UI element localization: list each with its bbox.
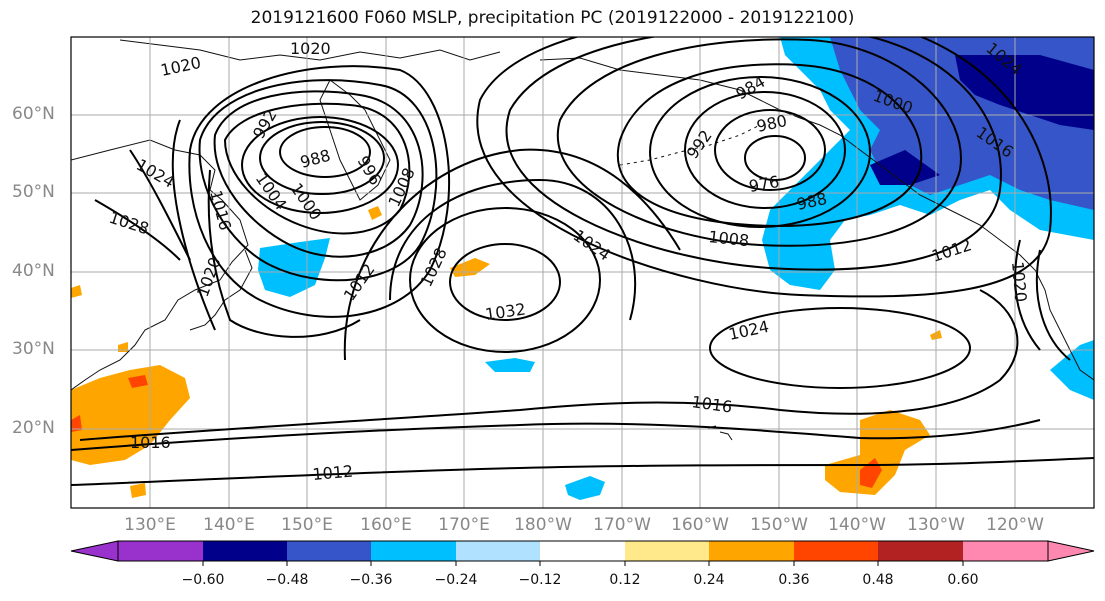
colorbar-segment — [709, 541, 794, 561]
isobar-kam-992 — [259, 121, 385, 195]
isobar-label: 1020 — [1008, 261, 1030, 303]
colorbar — [70, 540, 1095, 566]
isobar-1008 — [198, 79, 438, 282]
colorbar-segment — [794, 541, 878, 561]
isobars — [71, 37, 1094, 486]
colorbar-segment — [878, 541, 963, 561]
isobar-goa-976 — [744, 135, 806, 181]
isobar-label: 1016 — [130, 433, 171, 452]
isobar-high-1032 — [449, 243, 561, 321]
graticule — [71, 37, 1094, 508]
colorbar-segment — [287, 541, 371, 561]
isobar-east-1016 — [1035, 249, 1071, 361]
precip-negative-central — [485, 358, 535, 372]
precip-positive-philippine-core — [71, 375, 148, 432]
colorbar-tick-label: −0.12 — [518, 572, 562, 588]
colorbar-extend-high — [1047, 540, 1095, 562]
isobar-1024-west — [129, 149, 191, 261]
map-title: 2019121600 F060 MSLP, precipitation PC (… — [250, 8, 855, 28]
precip-negative-baja — [1050, 340, 1094, 400]
isobar-goa-1012 — [476, 37, 1052, 298]
coast-japan — [189, 249, 253, 331]
isobar-goa-980 — [714, 109, 826, 191]
isobar-1020-south — [79, 289, 1019, 441]
lon-label: 150°E — [281, 515, 333, 535]
lon-label: 180°W — [514, 515, 572, 535]
isobar-1028-west — [94, 199, 181, 261]
lon-label: 170°E — [438, 515, 490, 535]
lat-label-30n: 30°N — [12, 339, 55, 359]
isobar-kam-988 — [279, 126, 371, 178]
colorbar-tick-label: −0.48 — [265, 572, 309, 588]
lon-label: 160°E — [360, 515, 412, 535]
plot-border — [70, 36, 1095, 509]
lon-label: 140°E — [203, 515, 255, 535]
colorbar-segment — [963, 541, 1048, 561]
colorbar-segment — [625, 541, 709, 561]
lon-label: 170°W — [593, 515, 651, 535]
lon-label: 150°W — [750, 515, 808, 535]
isobar-1012-south — [71, 457, 1094, 486]
isobar-1012 — [188, 65, 451, 318]
precipitation-fill — [71, 37, 1094, 500]
colorbar-segment — [118, 541, 203, 561]
colorbar-tick-label: 0.48 — [862, 572, 894, 588]
lon-label: 140°W — [828, 515, 886, 535]
colorbar-segment — [203, 541, 287, 561]
lon-label: 160°W — [671, 515, 729, 535]
colorbar-tick-label: 0.24 — [693, 572, 725, 588]
colorbar-tick-label: −0.36 — [349, 572, 393, 588]
colorbar-tick-label: 0.36 — [778, 572, 810, 588]
precip-negative-south — [565, 476, 605, 500]
lon-label: 130°E — [124, 515, 176, 535]
colorbar-tick-label: −0.24 — [434, 572, 478, 588]
isobar-subtrop-1024 — [709, 307, 971, 389]
isobar-label: 1012 — [312, 462, 354, 484]
isobar-kam-1004 — [213, 90, 424, 258]
isobar-1016-south — [71, 419, 1041, 451]
isobar-1016-west — [207, 169, 361, 338]
isobar-goa-1008 — [505, 37, 1002, 271]
isobar-kam-996 — [241, 116, 399, 214]
isobar-1020-west — [171, 119, 216, 331]
lon-label: 130°W — [907, 515, 965, 535]
coast-asia — [71, 139, 249, 391]
lat-label-40n: 40°N — [12, 261, 55, 281]
isobar-label: 1008 — [708, 227, 750, 250]
lat-label-20n: 20°N — [12, 418, 55, 438]
precip-positive-hawaii-s — [825, 410, 930, 495]
isobar-east-1020 — [1014, 239, 1041, 351]
isobar-goa-984 — [684, 91, 846, 209]
precip-negative-alaska-dark — [870, 55, 1094, 185]
colorbar-tick-label: 0.60 — [947, 572, 979, 588]
isobar-goa-988 — [649, 76, 871, 228]
isobar-1020-high — [343, 148, 681, 361]
isobar-high-1028 — [409, 207, 601, 353]
isobar-goa-1000 — [556, 38, 962, 247]
colorbar-tick-label: 0.12 — [609, 572, 641, 588]
colorbar-segment — [371, 541, 456, 561]
colorbar-segment — [540, 541, 625, 561]
coast-aleutians — [619, 124, 761, 166]
lon-label: 120°W — [986, 515, 1044, 535]
colorbar-segment — [456, 541, 540, 561]
isobar-label: 1020 — [290, 39, 331, 58]
precip-positive-small1 — [368, 206, 382, 220]
precip-positive-philippine — [71, 365, 190, 465]
isobar-goa-992 — [617, 63, 923, 227]
isobar-1024-high — [389, 178, 637, 321]
isobar-kam-1000 — [223, 102, 411, 235]
colorbar-tick-label: −0.60 — [181, 572, 225, 588]
colorbar-extend-low — [70, 540, 119, 562]
coast-siberia — [119, 39, 501, 61]
lat-label-60n: 60°N — [12, 104, 55, 124]
lat-label-50n: 50°N — [12, 182, 55, 202]
